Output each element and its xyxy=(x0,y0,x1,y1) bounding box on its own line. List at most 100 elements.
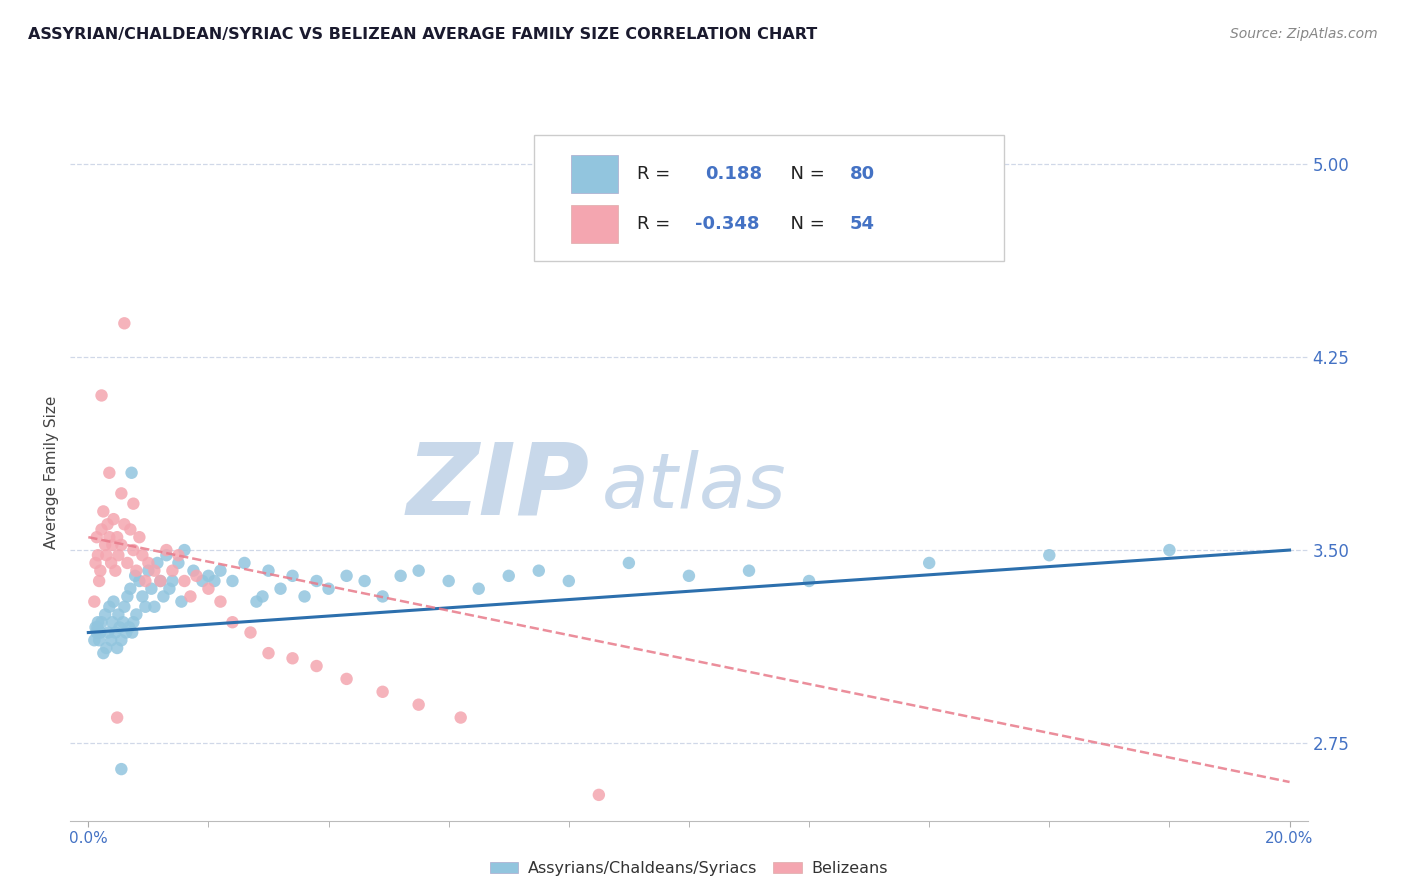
Point xyxy=(110,762,132,776)
Point xyxy=(270,582,292,596)
Point xyxy=(90,523,112,537)
Text: atlas: atlas xyxy=(602,450,787,524)
Text: 54: 54 xyxy=(849,215,875,233)
Point xyxy=(257,564,280,578)
Point xyxy=(96,517,118,532)
Point xyxy=(336,672,359,686)
Point xyxy=(98,530,121,544)
Point xyxy=(115,625,138,640)
Point xyxy=(588,788,610,802)
Point xyxy=(209,564,232,578)
Point xyxy=(149,574,172,588)
Point xyxy=(245,594,267,608)
Point xyxy=(124,569,146,583)
Point xyxy=(100,556,122,570)
Point xyxy=(173,574,195,588)
Point xyxy=(527,564,550,578)
Point xyxy=(105,530,128,544)
FancyBboxPatch shape xyxy=(571,205,619,244)
Point xyxy=(104,625,127,640)
Point xyxy=(122,615,145,630)
Point xyxy=(155,548,177,562)
Point xyxy=(143,564,166,578)
Point xyxy=(183,564,205,578)
Point xyxy=(138,556,160,570)
Point xyxy=(91,504,114,518)
Point xyxy=(107,548,129,562)
Point xyxy=(101,615,124,630)
Point xyxy=(173,543,195,558)
Point xyxy=(108,620,131,634)
Point xyxy=(103,594,125,608)
Point xyxy=(86,620,108,634)
Point xyxy=(110,486,132,500)
Text: N =: N = xyxy=(779,165,831,183)
Point xyxy=(353,574,375,588)
Point xyxy=(86,625,108,640)
Point xyxy=(252,590,274,604)
Point xyxy=(209,594,232,608)
Point xyxy=(191,574,214,588)
Text: Source: ZipAtlas.com: Source: ZipAtlas.com xyxy=(1230,27,1378,41)
Point xyxy=(1038,548,1060,562)
Point xyxy=(1159,543,1181,558)
Point xyxy=(498,569,520,583)
Point xyxy=(233,556,256,570)
Point xyxy=(96,640,118,655)
Point xyxy=(149,574,172,588)
Point xyxy=(197,582,219,596)
Point xyxy=(101,538,124,552)
Point xyxy=(408,564,430,578)
Point xyxy=(152,590,174,604)
Point xyxy=(167,548,190,562)
Point xyxy=(112,615,135,630)
FancyBboxPatch shape xyxy=(571,155,619,194)
Point xyxy=(84,556,107,570)
Text: ZIP: ZIP xyxy=(406,438,591,535)
Point xyxy=(197,569,219,583)
Text: R =: R = xyxy=(637,165,682,183)
Point xyxy=(305,574,328,588)
Point xyxy=(90,388,112,402)
Point xyxy=(408,698,430,712)
Point xyxy=(89,625,111,640)
Point xyxy=(89,564,111,578)
Point xyxy=(134,574,156,588)
Text: 80: 80 xyxy=(849,165,875,183)
Point xyxy=(305,659,328,673)
Text: N =: N = xyxy=(779,215,831,233)
Text: ASSYRIAN/CHALDEAN/SYRIAC VS BELIZEAN AVERAGE FAMILY SIZE CORRELATION CHART: ASSYRIAN/CHALDEAN/SYRIAC VS BELIZEAN AVE… xyxy=(28,27,817,42)
Point xyxy=(146,556,169,570)
Point xyxy=(389,569,412,583)
Point xyxy=(103,512,125,526)
Point xyxy=(112,599,135,614)
Point xyxy=(117,590,139,604)
Point xyxy=(318,582,340,596)
Point xyxy=(122,543,145,558)
Point xyxy=(134,599,156,614)
Point xyxy=(281,651,304,665)
Point xyxy=(162,564,184,578)
Point xyxy=(121,625,143,640)
Point xyxy=(98,599,121,614)
Point xyxy=(186,569,208,583)
Point xyxy=(157,582,180,596)
Point xyxy=(94,607,117,622)
Point xyxy=(138,564,160,578)
Text: 0.188: 0.188 xyxy=(704,165,762,183)
Point xyxy=(94,538,117,552)
Point xyxy=(281,569,304,583)
Text: -0.348: -0.348 xyxy=(695,215,759,233)
Point xyxy=(797,574,820,588)
Point xyxy=(170,594,193,608)
Point xyxy=(118,620,141,634)
Point xyxy=(371,590,394,604)
Point xyxy=(738,564,761,578)
Point xyxy=(83,633,105,648)
Point xyxy=(437,574,460,588)
Point xyxy=(128,530,150,544)
Point xyxy=(167,556,190,570)
Point xyxy=(128,574,150,588)
Point xyxy=(155,543,177,558)
Point xyxy=(91,646,114,660)
